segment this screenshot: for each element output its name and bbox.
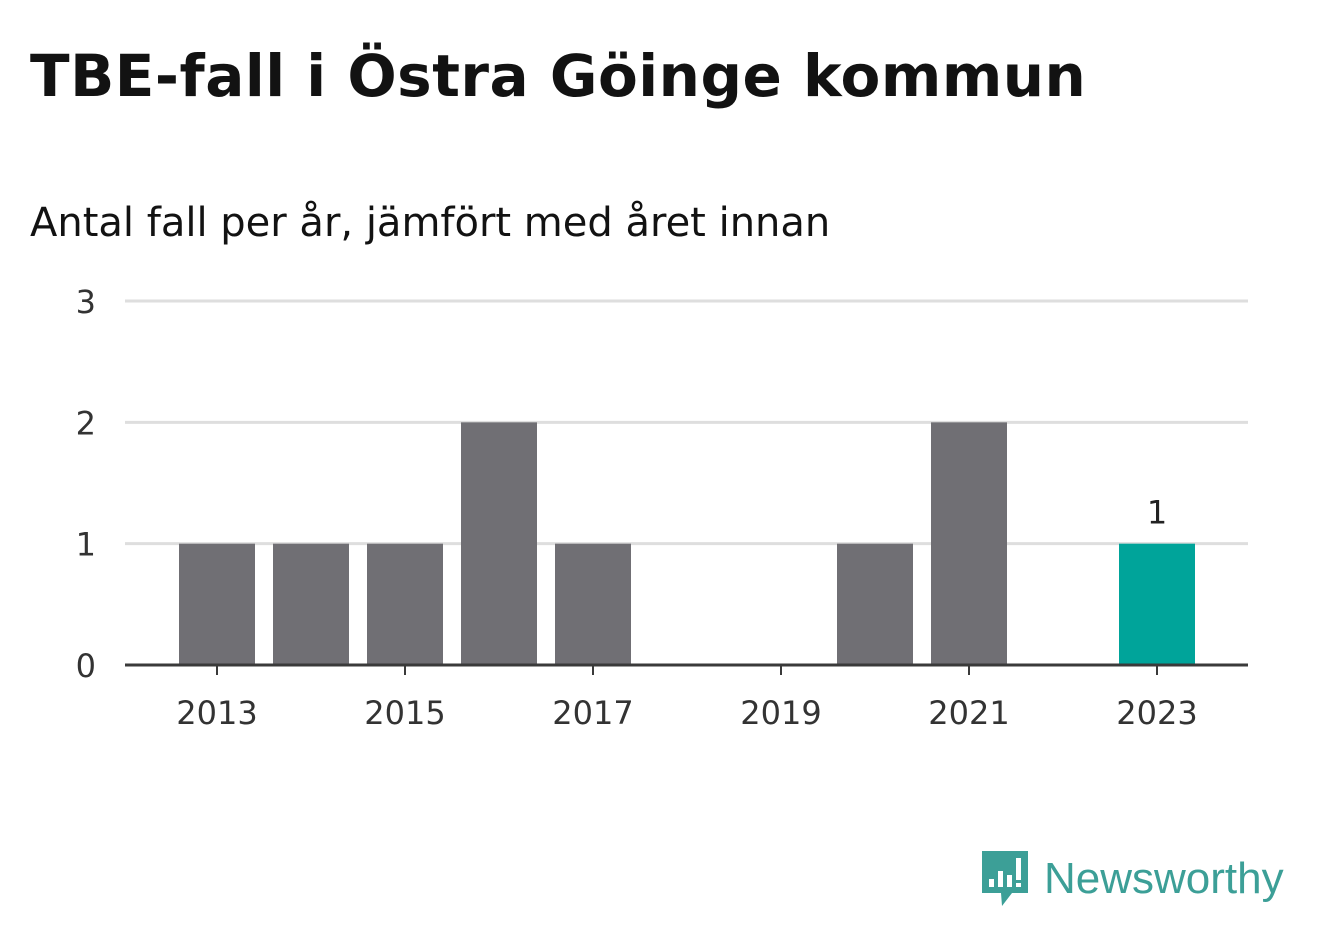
y-tick-label: 1 <box>76 526 96 564</box>
bar-2023 <box>1119 543 1195 665</box>
chart-subtitle: Antal fall per år, jämfört med året inna… <box>30 200 831 246</box>
x-tick-label: 2013 <box>176 694 257 732</box>
y-tick-label: 3 <box>76 283 96 321</box>
y-tick-label: 0 <box>76 647 96 685</box>
brand: Newsworthy <box>980 848 1284 910</box>
data-labels: 1 <box>1147 494 1167 532</box>
y-axis-tick-labels: 0 1 2 3 <box>76 283 96 685</box>
data-label-2023: 1 <box>1147 494 1167 532</box>
x-tick-label: 2015 <box>364 694 445 732</box>
brand-name: Newsworthy <box>1044 854 1284 903</box>
chart-title: TBE-fall i Östra Göinge kommun <box>30 42 1087 110</box>
bar-2020 <box>837 543 913 665</box>
newsworthy-logo-icon <box>982 851 1028 906</box>
bar-2016 <box>461 422 537 665</box>
bar-2021 <box>931 422 1007 665</box>
bar-2013 <box>179 543 255 665</box>
y-tick-label: 2 <box>76 404 96 442</box>
bar-2017 <box>555 543 631 665</box>
bar-2014 <box>273 543 349 665</box>
grid-lines <box>125 299 1248 546</box>
x-tick-label: 2021 <box>928 694 1009 732</box>
x-tick-label: 2019 <box>740 694 821 732</box>
bars <box>179 422 1195 665</box>
bar-chart: 0 1 2 3 2013 2015 2017 2019 2021 2023 1 <box>76 283 1248 732</box>
x-axis-tick-labels: 2013 2015 2017 2019 2021 2023 <box>176 694 1197 732</box>
x-tick-label: 2017 <box>552 694 633 732</box>
bar-2015 <box>367 543 443 665</box>
x-tick-label: 2023 <box>1116 694 1197 732</box>
x-axis <box>125 663 1248 675</box>
